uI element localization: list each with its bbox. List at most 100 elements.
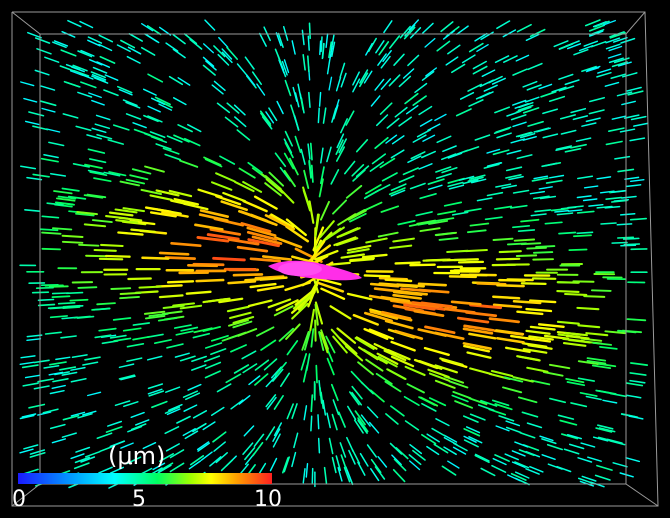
displacement-arrow — [388, 74, 401, 87]
displacement-arrow — [378, 276, 409, 281]
displacement-arrow — [382, 49, 392, 63]
displacement-arrow — [350, 370, 364, 385]
cell-body — [268, 260, 362, 281]
displacement-arrow — [256, 285, 285, 292]
displacement-arrow — [409, 263, 436, 267]
displacement-arrow — [566, 43, 582, 50]
displacement-arrow — [434, 113, 447, 122]
displacement-arrow — [210, 181, 233, 191]
displacement-arrow — [512, 99, 527, 106]
displacement-arrow — [498, 415, 515, 422]
displacement-arrow — [80, 456, 96, 463]
displacement-arrow — [146, 25, 162, 36]
displacement-arrow — [165, 42, 179, 52]
displacement-arrow — [199, 209, 229, 218]
displacement-arrow — [265, 375, 277, 388]
displacement-arrow — [83, 223, 107, 228]
displacement-arrow — [70, 378, 87, 383]
displacement-arrow — [617, 61, 632, 67]
displacement-arrow — [567, 205, 584, 209]
displacement-arrow — [486, 162, 503, 168]
displacement-arrow — [611, 199, 628, 203]
displacement-arrow — [77, 286, 98, 289]
displacement-arrow — [630, 115, 647, 121]
displacement-arrow — [84, 163, 103, 169]
displacement-arrow — [244, 56, 255, 70]
displacement-arrow — [204, 19, 216, 31]
displacement-arrow — [590, 289, 612, 292]
displacement-arrow — [472, 65, 488, 75]
displacement-arrow — [79, 20, 94, 29]
displacement-arrow — [320, 36, 323, 53]
displacement-arrow — [153, 338, 172, 345]
displacement-arrow — [613, 57, 630, 64]
displacement-arrow — [62, 414, 80, 421]
displacement-arrow — [49, 423, 66, 430]
displacement-arrow — [479, 91, 494, 99]
displacement-arrow — [354, 410, 366, 426]
displacement-arrow — [109, 466, 125, 474]
displacement-arrow — [213, 80, 226, 92]
displacement-arrow — [596, 464, 613, 471]
displacement-arrow — [340, 253, 365, 259]
displacement-arrow — [26, 334, 43, 338]
displacement-arrow — [233, 104, 246, 116]
displacement-arrow — [49, 315, 68, 319]
displacement-arrow — [428, 372, 451, 382]
displacement-arrow — [357, 361, 374, 376]
displacement-arrow — [588, 203, 604, 207]
displacement-arrow — [234, 116, 247, 128]
displacement-arrow — [294, 135, 302, 153]
displacement-arrow — [158, 103, 173, 111]
displacement-arrow — [494, 205, 513, 210]
displacement-arrow — [158, 251, 190, 256]
displacement-arrow — [122, 99, 138, 107]
displacement-arrow — [370, 95, 381, 107]
displacement-arrow — [331, 456, 337, 474]
displacement-arrow — [434, 379, 456, 389]
displacement-arrow — [386, 117, 400, 129]
displacement-arrow — [508, 175, 524, 181]
displacement-arrow — [253, 433, 265, 448]
displacement-arrow — [169, 462, 185, 473]
displacement-arrow — [113, 337, 132, 342]
displacement-arrow — [33, 359, 50, 364]
displacement-arrow — [315, 364, 318, 384]
displacement-arrow — [519, 132, 536, 139]
displacement-arrow — [595, 427, 613, 433]
displacement-arrow — [577, 377, 596, 382]
displacement-arrow — [465, 311, 498, 318]
displacement-arrow — [370, 468, 380, 482]
displacement-arrow — [447, 181, 464, 188]
displacement-arrow — [513, 238, 536, 242]
displacement-arrow — [339, 62, 346, 79]
displacement-arrow — [363, 274, 391, 278]
displacement-arrow — [472, 60, 487, 70]
displacement-arrow — [368, 328, 394, 340]
displacement-arrow — [620, 195, 637, 199]
displacement-arrow — [403, 26, 416, 40]
displacement-arrow — [48, 141, 65, 147]
displacement-arrow — [29, 449, 46, 455]
displacement-arrow — [196, 441, 210, 451]
displacement-arrow — [585, 117, 601, 123]
displacement-arrow — [22, 382, 39, 387]
displacement-arrow — [457, 260, 485, 264]
displacement-arrow — [155, 143, 172, 151]
displacement-arrow — [446, 249, 469, 254]
displacement-arrow — [417, 328, 448, 337]
displacement-arrow — [411, 301, 444, 308]
displacement-arrow — [616, 223, 633, 226]
displacement-arrow — [537, 323, 565, 328]
displacement-arrow — [70, 453, 85, 460]
displacement-arrow — [51, 295, 71, 298]
displacement-arrow — [596, 176, 612, 180]
displacement-arrow — [242, 442, 254, 455]
displacement-arrow — [492, 295, 521, 300]
displacement-arrow — [261, 255, 293, 261]
displacement-arrow — [130, 228, 157, 234]
displacement-arrow — [365, 237, 388, 244]
displacement-arrow — [377, 53, 387, 66]
displacement-arrow — [619, 128, 636, 133]
displacement-arrow — [283, 169, 296, 188]
